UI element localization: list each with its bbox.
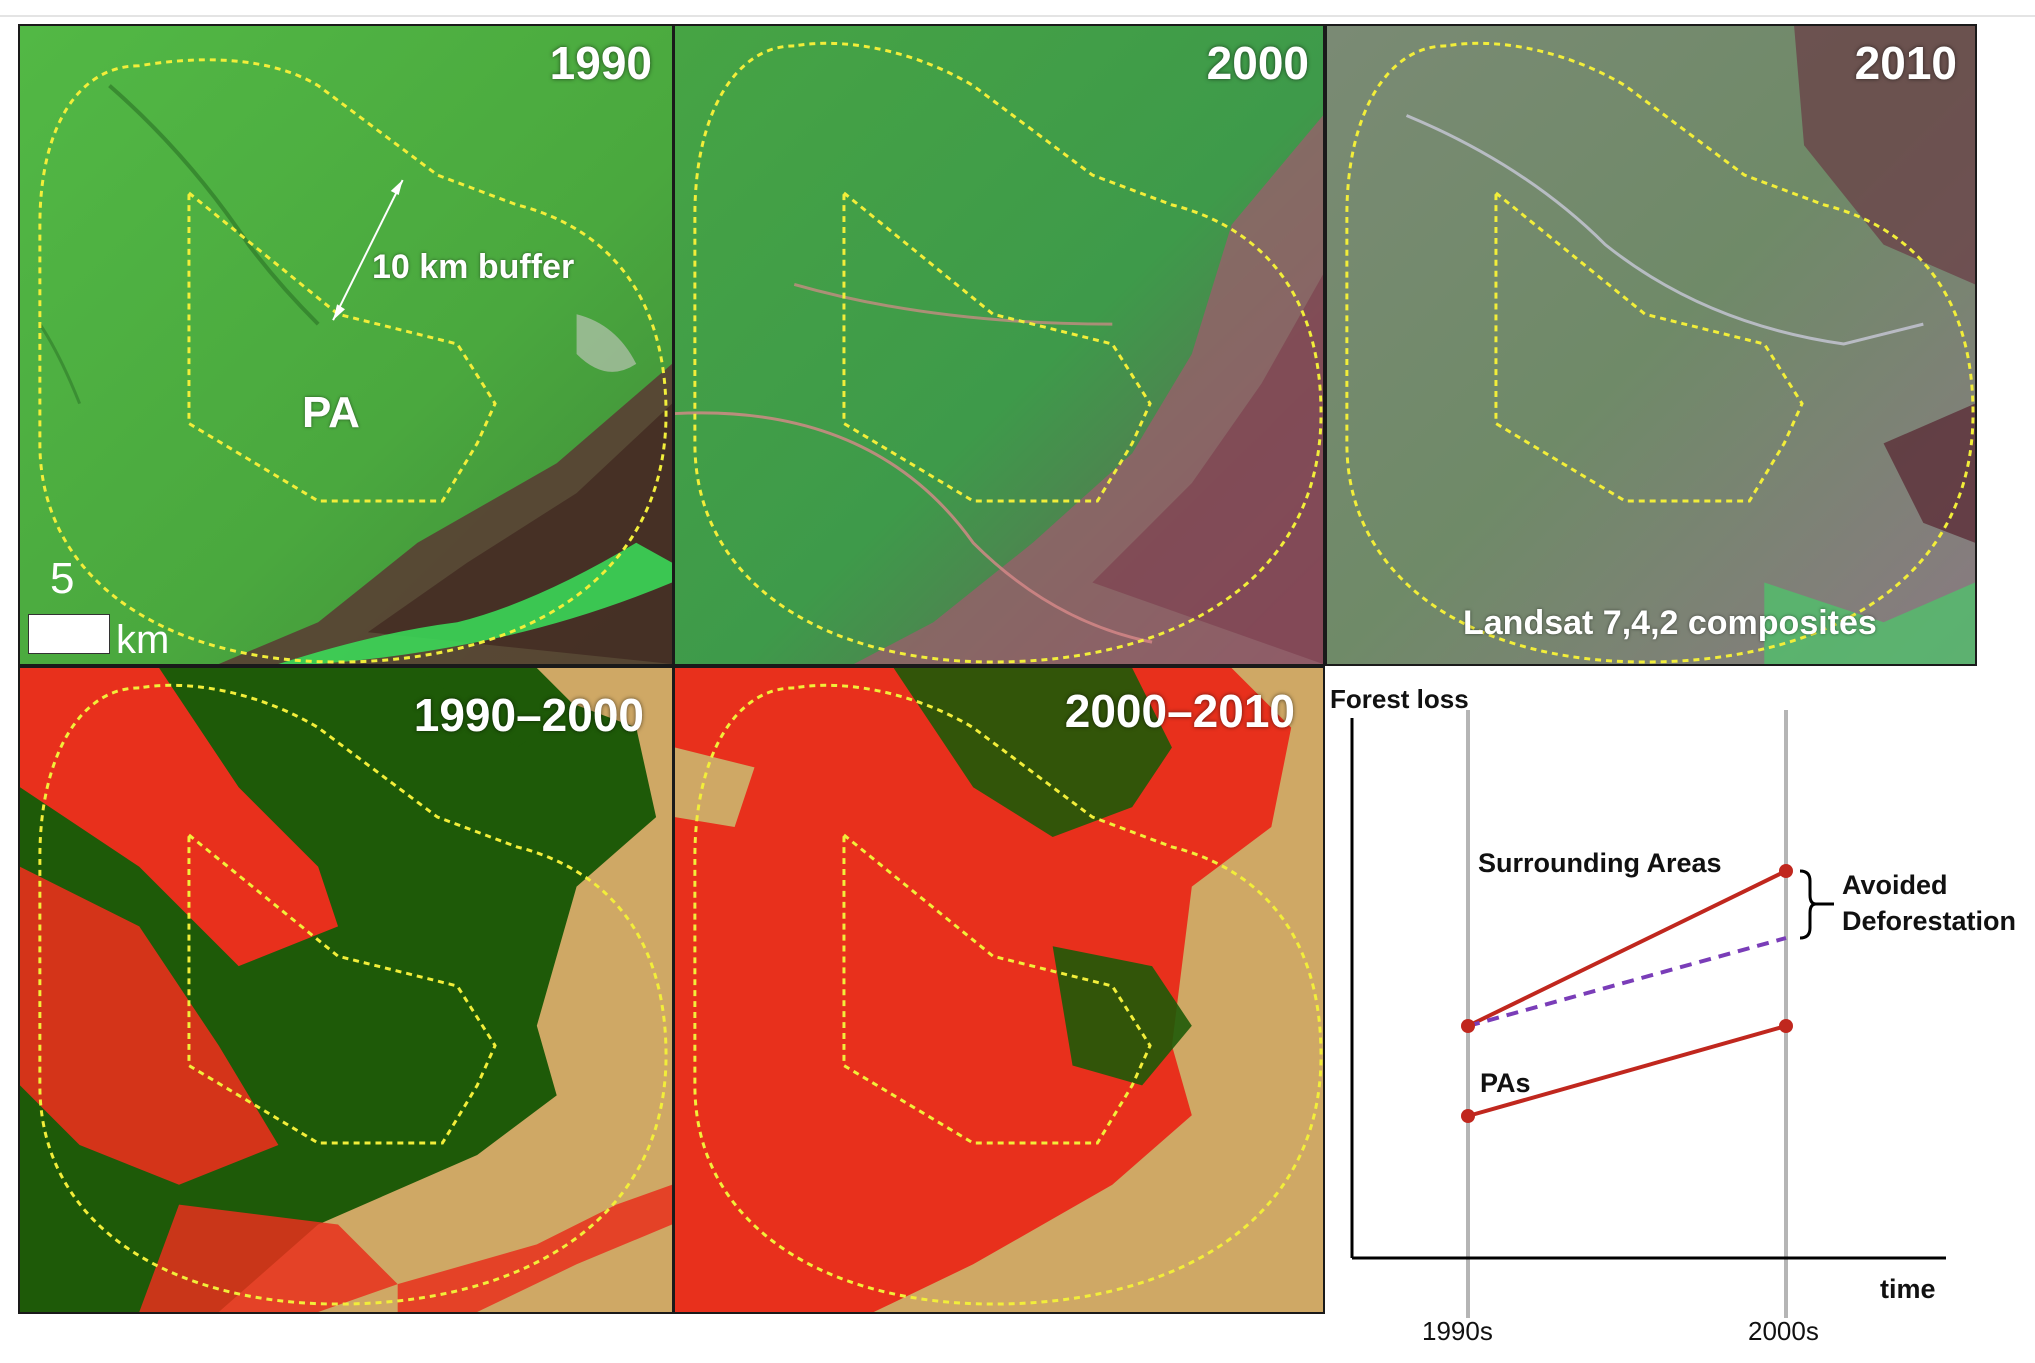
panel-2010: 2010 Landsat 7,4,2 composites <box>1325 24 1977 666</box>
panel-title-1990-2000: 1990–2000 <box>413 689 644 741</box>
panel-2000-2010: 2000–2010 <box>673 666 1325 1314</box>
change-map-2000-2010 <box>675 668 1323 1312</box>
avoided-brace <box>1799 869 1817 940</box>
pas-line <box>1467 1024 1787 1118</box>
landsat-caption: Landsat 7,4,2 composites <box>1463 604 1877 642</box>
pa-outline <box>187 189 497 503</box>
counterfactual-line <box>1467 936 1787 1028</box>
top-divider <box>0 15 2035 17</box>
panel-title-1990: 1990 <box>549 37 652 89</box>
panel-1990: 1990 10 km buffer PA 5 km <box>18 24 674 666</box>
y-axis-label: Forest loss <box>1330 684 1469 714</box>
scale-bar <box>28 614 110 654</box>
scale-bar-value: 5 <box>50 554 75 603</box>
surrounding-areas-label: Surrounding Areas <box>1478 848 1722 878</box>
point-pas-1990s <box>1461 1109 1475 1123</box>
pas-label: PAs <box>1480 1068 1531 1098</box>
change-map-1990-2000 <box>20 668 672 1312</box>
buffer-label: 10 km buffer <box>372 248 575 286</box>
panel-title-2000-2010: 2000–2010 <box>1064 685 1295 737</box>
avoided-deforestation-diagram: Forest loss time 1990s 2000s Surrounding… <box>1322 678 2035 1363</box>
tick-label-2000s: 2000s <box>1748 1316 1819 1346</box>
panel-1990-2000: 1990–2000 <box>18 666 674 1314</box>
landsat-2010-image <box>1327 26 1975 664</box>
pa-label: PA <box>302 388 360 437</box>
panel-title-2000: 2000 <box>1206 37 1309 89</box>
landsat-2000-image <box>675 26 1323 664</box>
avoided-label-line1: Avoided <box>1842 870 1948 900</box>
tick-label-1990s: 1990s <box>1422 1316 1493 1346</box>
buffer-outline <box>38 58 668 664</box>
point-surrounding-2000s <box>1779 864 1793 878</box>
surrounding-areas-line <box>1467 869 1787 1028</box>
diagram-drawing <box>1350 710 1946 1318</box>
point-surrounding-1990s <box>1461 1019 1475 1033</box>
panel-title-2010: 2010 <box>1854 37 1957 89</box>
avoided-label-line2: Deforestation <box>1842 906 2017 936</box>
x-axis-label: time <box>1880 1274 1936 1304</box>
panel-2000: 2000 <box>673 24 1325 666</box>
scale-bar-unit: km <box>116 618 170 662</box>
point-pas-2000s <box>1779 1019 1793 1033</box>
landsat-1990-image <box>20 26 672 664</box>
